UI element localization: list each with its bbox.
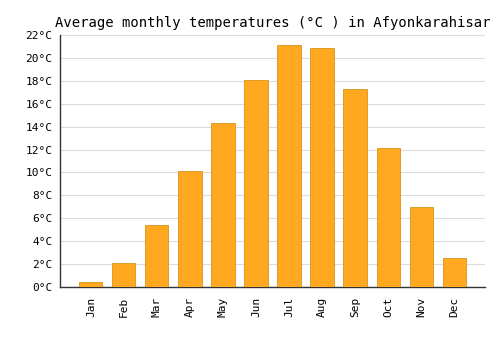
Bar	[244, 80, 268, 287]
Bar	[376, 148, 400, 287]
Bar	[278, 45, 300, 287]
Bar	[410, 207, 432, 287]
Bar	[212, 123, 234, 287]
Bar	[146, 225, 169, 287]
Bar	[80, 282, 102, 287]
Title: Average monthly temperatures (°C ) in Afyonkarahisar: Average monthly temperatures (°C ) in Af…	[55, 16, 490, 30]
Bar	[112, 263, 136, 287]
Bar	[442, 258, 466, 287]
Bar	[310, 48, 334, 287]
Bar	[344, 89, 366, 287]
Bar	[178, 171, 202, 287]
